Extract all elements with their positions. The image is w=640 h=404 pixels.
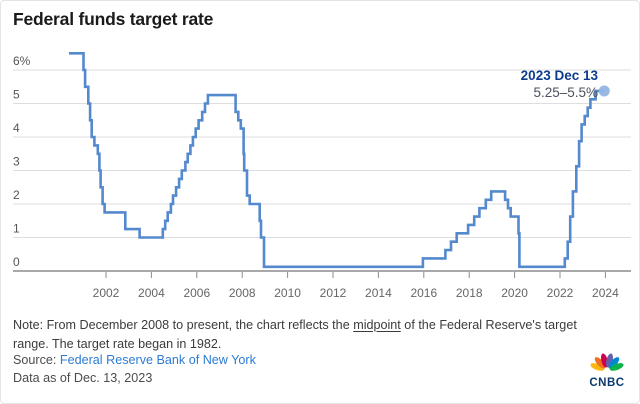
peacock-feather <box>608 357 620 369</box>
annotation-date: 2023 Dec 13 <box>520 68 598 83</box>
peacock-feather <box>609 363 624 371</box>
peacock-feather <box>590 363 605 371</box>
footnote: Note: From December 2008 to present, the… <box>13 316 605 353</box>
source-link[interactable]: Federal Reserve Bank of New York <box>59 353 256 367</box>
cnbc-logo: CNBC <box>585 353 629 389</box>
x-axis-tick-label: 2022 <box>547 286 574 300</box>
source-line: Source: Federal Reserve Bank of New York <box>13 353 256 367</box>
x-axis-tick-label: 2018 <box>456 286 483 300</box>
footnote-suffix: of the Federal Reserve's target range. T… <box>13 318 577 351</box>
footnote-underlined-word: midpoint <box>353 318 401 332</box>
x-axis-tick-label: 2002 <box>93 286 120 300</box>
x-axis-tick-label: 2014 <box>365 286 392 300</box>
rate-line-chart: 6% 5 4 3 2 1 0 2002 2004 2006 2008 2010 2012 2014 2016… <box>1 41 639 303</box>
page-title: Federal funds target rate <box>13 9 214 29</box>
latest-value-annotation: 2023 Dec 13 5.25–5.5% <box>521 67 598 101</box>
x-axis-tick-label: 2006 <box>183 286 210 300</box>
latest-value-dot <box>598 85 610 97</box>
source-label: Source: <box>13 353 60 367</box>
rate-series-line <box>69 52 605 269</box>
x-axis-tick-label: 2016 <box>410 286 437 300</box>
annotation-rate: 5.25–5.5% <box>533 85 598 100</box>
peacock-icon <box>590 353 624 371</box>
x-axis-tick-label: 2012 <box>320 286 347 300</box>
x-axis-tick-label: 2020 <box>501 286 528 300</box>
x-axis-tick-label: 2008 <box>229 286 256 300</box>
x-axis-tick-label: 2024 <box>592 286 619 300</box>
y-axis-tick-label: 4 <box>13 121 20 135</box>
x-axis-tick-label: 2004 <box>138 286 165 300</box>
chart-canvas: 6% 5 4 3 2 1 0 2002 2004 2006 2008 2010 2012 2014 2016… <box>13 52 631 300</box>
y-axis-tick-label: 1 <box>13 222 20 236</box>
data-as-of: Data as of Dec. 13, 2023 <box>13 371 153 385</box>
cnbc-wordmark: CNBC <box>589 377 625 389</box>
y-axis-tick-label: 2 <box>13 188 20 202</box>
y-axis-tick-label: 5 <box>13 88 20 102</box>
y-axis-tick-label: 0 <box>13 255 20 269</box>
peacock-feather <box>594 357 606 369</box>
y-axis-tick-label: 3 <box>13 155 20 169</box>
x-axis-tick-label: 2010 <box>274 286 301 300</box>
y-axis-tick-label: 6% <box>13 54 31 68</box>
footnote-prefix: Note: From December 2008 to present, the… <box>13 318 354 332</box>
